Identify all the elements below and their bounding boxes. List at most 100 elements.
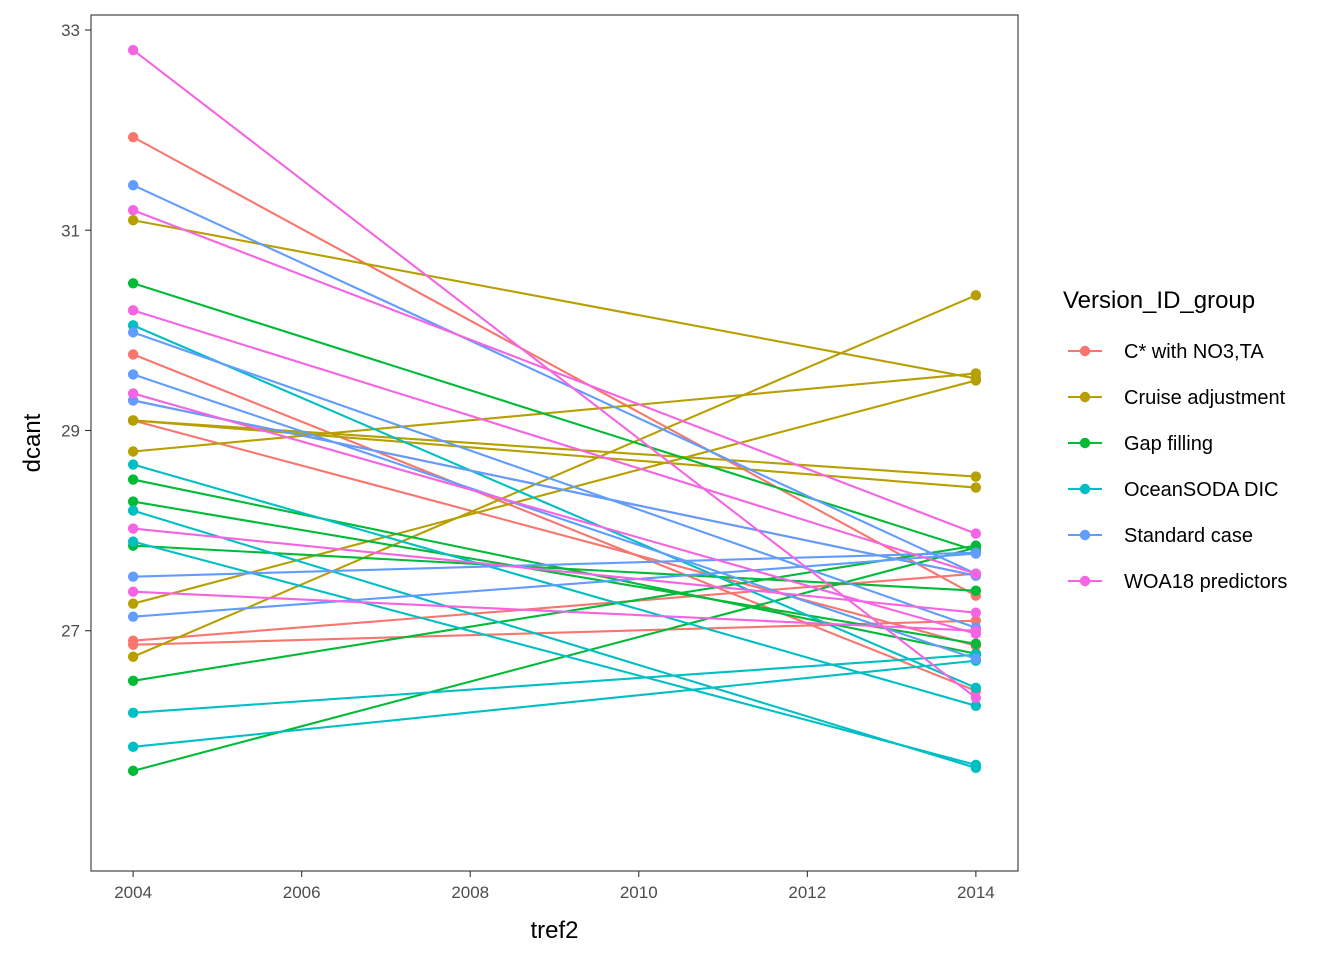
data-point-29-1 <box>970 548 982 559</box>
y-axis-title: dcant <box>19 413 46 472</box>
legend-key-point <box>1079 529 1091 541</box>
legend-item: Standard case <box>1068 525 1253 547</box>
data-point-7-1 <box>970 471 982 482</box>
series-line-14 <box>132 500 977 645</box>
data-point-11-1 <box>970 482 982 493</box>
data-point-19-0 <box>127 459 139 470</box>
data-point-25-0 <box>127 327 139 338</box>
x-tick-label: 2004 <box>114 883 152 902</box>
data-point-32-1 <box>970 568 982 579</box>
data-point-13-0 <box>127 474 139 485</box>
data-point-26-1 <box>970 653 982 664</box>
data-point-23-0 <box>127 741 139 753</box>
series-line-0 <box>132 136 977 597</box>
series-line-6 <box>132 219 977 380</box>
y-tick-label: 31 <box>61 221 80 240</box>
data-point-20-0 <box>127 505 139 516</box>
series-line-22 <box>133 653 976 714</box>
data-point-19-1 <box>970 700 982 712</box>
data-point-28-0 <box>127 571 139 582</box>
legend: Version_ID_group C* with NO3,TA Cruise ad… <box>1063 287 1287 593</box>
data-point-12-0 <box>127 278 139 289</box>
data-point-31-1 <box>970 528 982 539</box>
series-line-29 <box>133 552 976 618</box>
data-point-14-1 <box>970 638 982 649</box>
data-point-29-0 <box>127 611 139 622</box>
x-axis-title: tref2 <box>530 917 578 944</box>
series-line-18 <box>132 324 977 689</box>
series-line-27 <box>132 399 977 577</box>
series-line-35 <box>133 590 976 632</box>
series-line-11 <box>133 419 976 489</box>
series-line-33 <box>132 392 977 635</box>
legend-item: C* with NO3,TA <box>1068 341 1264 363</box>
data-point-17-0 <box>127 765 139 777</box>
legend-label: Cruise adjustment <box>1124 387 1286 409</box>
data-point-26-0 <box>127 369 139 380</box>
series-line-31 <box>132 209 977 535</box>
series-line-25 <box>132 331 977 629</box>
data-point-30-1 <box>970 692 982 703</box>
y-axis: 27 29 31 33 <box>61 21 91 641</box>
data-point-14-0 <box>127 496 139 507</box>
legend-key-point <box>1079 575 1091 587</box>
legend-label: Standard case <box>1124 525 1253 547</box>
data-point-21-1 <box>970 759 982 771</box>
data-point-15-1 <box>970 585 982 596</box>
series-line-32 <box>132 309 977 575</box>
data-point-9-0 <box>127 598 139 609</box>
series-line-23 <box>133 659 976 748</box>
data-point-35-0 <box>127 586 139 597</box>
data-point-6-0 <box>127 215 139 226</box>
legend-key-point <box>1079 391 1091 403</box>
data-point-33-0 <box>127 388 139 399</box>
x-tick-label: 2008 <box>451 883 489 902</box>
data-point-9-1 <box>970 375 982 386</box>
legend-key-point <box>1079 437 1091 449</box>
series-line-34 <box>133 527 976 614</box>
data-point-30-0 <box>127 44 139 56</box>
data-point-0-0 <box>127 131 139 143</box>
series-line-20 <box>132 509 977 769</box>
data-point-11-0 <box>127 415 139 426</box>
series-line-30 <box>132 49 977 699</box>
x-axis: 2004 2006 2008 2010 2012 2014 <box>114 871 995 902</box>
legend-item: WOA18 predictors <box>1068 571 1287 593</box>
series-line-8 <box>133 372 976 453</box>
series-line-21 <box>132 540 977 766</box>
series-line-16 <box>132 544 977 682</box>
series-line-1 <box>132 353 977 692</box>
data-point-31-0 <box>127 205 139 216</box>
series-line-24 <box>132 184 977 575</box>
data-point-22-0 <box>127 707 139 719</box>
legend-item: Cruise adjustment <box>1068 387 1286 409</box>
y-tick-label: 27 <box>61 622 80 641</box>
series-line-17 <box>132 546 977 772</box>
legend-label: Gap filling <box>1124 433 1213 455</box>
legend-item: Gap filling <box>1068 433 1213 455</box>
legend-label: WOA18 predictors <box>1124 571 1287 593</box>
data-point-10-1 <box>970 290 982 301</box>
legend-key-point <box>1079 483 1091 495</box>
data-point-34-1 <box>970 607 982 618</box>
legend-label: OceanSODA DIC <box>1124 479 1279 501</box>
legend-items: C* with NO3,TA Cruise adjustment Gap filli… <box>1068 341 1287 593</box>
x-tick-label: 2006 <box>283 883 321 902</box>
x-tick-label: 2010 <box>620 883 658 902</box>
legend-item: OceanSODA DIC <box>1068 479 1279 501</box>
series-line-12 <box>132 282 977 552</box>
legend-key-point <box>1079 345 1091 357</box>
data-point-10-0 <box>127 651 139 662</box>
series-line-9 <box>132 379 977 605</box>
data-point-1-0 <box>127 349 139 360</box>
series-line-26 <box>132 373 977 660</box>
data-point-24-0 <box>127 180 139 191</box>
data-point-16-0 <box>127 675 139 686</box>
series-line-3 <box>132 419 977 647</box>
legend-title: Version_ID_group <box>1063 287 1255 314</box>
series-layer <box>127 44 982 777</box>
y-tick-label: 29 <box>61 421 80 440</box>
data-point-35-1 <box>970 625 982 636</box>
series-line-10 <box>132 294 977 658</box>
